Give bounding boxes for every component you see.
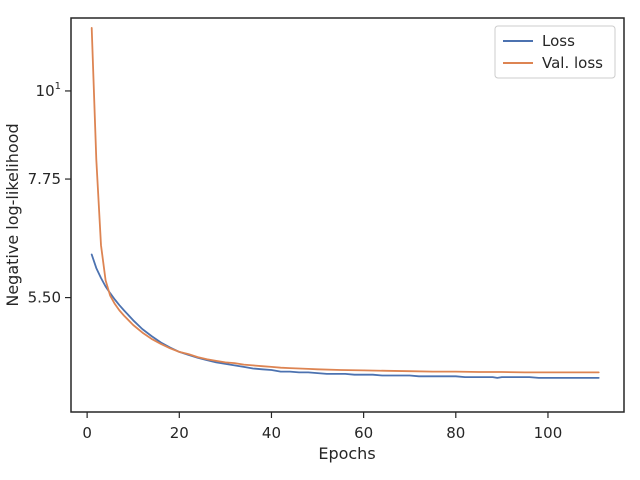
legend-label-1: Val. loss (542, 54, 603, 72)
legend-label-0: Loss (542, 32, 575, 50)
x-tick-label: 60 (354, 424, 373, 442)
plot-frame (70, 17, 625, 413)
x-tick-label: 20 (170, 424, 189, 442)
x-axis-label: Epochs (318, 444, 375, 463)
x-axis-ticks: 0 20 40 60 80 100 (82, 412, 562, 442)
x-tick-label: 40 (262, 424, 281, 442)
plot-area (71, 18, 624, 412)
y-axis-label: Negative log-likelihood (3, 123, 22, 306)
legend: Loss Val. loss (494, 25, 616, 79)
series-line-0 (90, 253, 600, 379)
y-tick-label: 5.50 (28, 289, 61, 307)
x-tick-label: 100 (534, 424, 563, 442)
y-axis-ticks: 5.50 7.75 101 (28, 81, 71, 307)
series-line-1 (90, 26, 600, 374)
y-tick-label: 7.75 (28, 170, 61, 188)
legend-box (494, 25, 616, 79)
x-tick-label: 80 (446, 424, 465, 442)
x-tick-label: 0 (82, 424, 92, 442)
series-lines (90, 26, 600, 379)
y-tick-label: 101 (36, 81, 61, 100)
